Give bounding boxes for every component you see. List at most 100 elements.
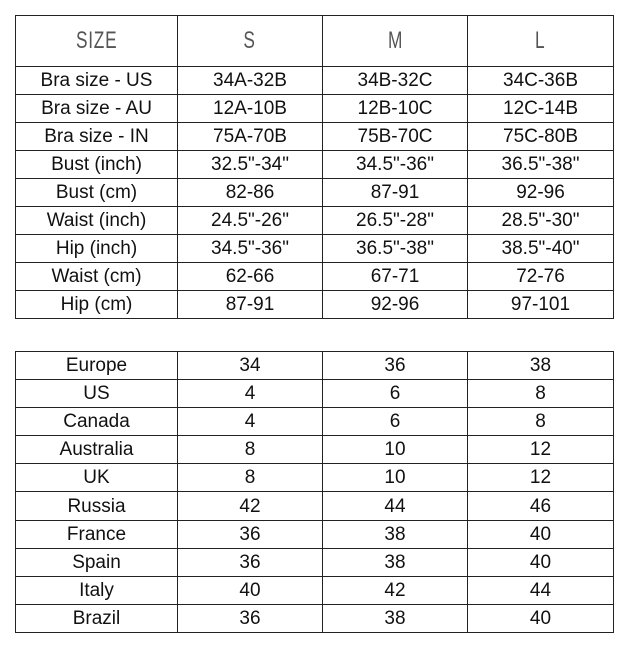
- table-row: Bra size - IN 75A-70B 75B-70C 75C-80B: [15, 122, 614, 151]
- region-label: France: [15, 519, 178, 549]
- row-label: Bra size - AU: [15, 94, 178, 123]
- table-cell: 40: [467, 603, 614, 633]
- table-cell: 12C-14B: [467, 94, 614, 123]
- header-cell: L: [467, 15, 614, 67]
- international-size-conversion-table: Europe 34 36 38 US 4 6 8 Canada 4 6 8 Australia 8 10 12…: [15, 350, 614, 633]
- row-label: Waist (inch): [15, 206, 178, 235]
- table-cell: 8: [467, 407, 614, 437]
- table-cell: 38: [322, 603, 468, 633]
- table-cell: 34.5"-36": [322, 150, 468, 179]
- table-cell: 12A-10B: [177, 94, 323, 123]
- table-cell: 32.5"-34": [177, 150, 323, 179]
- table-cell: 10: [322, 435, 468, 465]
- header-cell: SIZE: [15, 15, 178, 67]
- table-cell: 34B-32C: [322, 66, 468, 95]
- table-cell: 75B-70C: [322, 122, 468, 151]
- row-label: Bra size - IN: [15, 122, 178, 151]
- table-cell: 8: [467, 379, 614, 409]
- table-row: Waist (inch) 24.5"-26" 26.5"-28" 28.5"-30": [15, 206, 614, 235]
- table-cell: 36.5"-38": [467, 150, 614, 179]
- table-cell: 38: [467, 350, 614, 381]
- table-cell: 46: [467, 491, 614, 521]
- header-cell: M: [322, 15, 468, 67]
- table-cell: 62-66: [177, 262, 323, 291]
- table-cell: 38.5"-40": [467, 234, 614, 263]
- table-cell: 34: [177, 350, 323, 381]
- row-label: Bust (inch): [15, 150, 178, 179]
- region-label: Russia: [15, 491, 178, 521]
- region-label: US: [15, 379, 178, 409]
- table-cell: 36.5"-38": [322, 234, 468, 263]
- table-cell: 92-96: [322, 290, 468, 319]
- table-cell: 26.5"-28": [322, 206, 468, 235]
- table-cell: 4: [177, 379, 323, 409]
- table-cell: 67-71: [322, 262, 468, 291]
- table-cell: 42: [177, 491, 323, 521]
- table-cell: 36: [177, 519, 323, 549]
- table-cell: 42: [322, 575, 468, 605]
- table-cell: 72-76: [467, 262, 614, 291]
- header-label: L: [535, 27, 546, 54]
- table-row: Hip (cm) 87-91 92-96 97-101: [15, 290, 614, 319]
- table-cell: 40: [177, 575, 323, 605]
- region-label: Spain: [15, 547, 178, 577]
- region-label: Italy: [15, 575, 178, 605]
- table-row: Waist (cm) 62-66 67-71 72-76: [15, 262, 614, 291]
- table-cell: 8: [177, 463, 323, 493]
- table-cell: 6: [322, 379, 468, 409]
- row-label: Waist (cm): [15, 262, 178, 291]
- table-cell: 10: [322, 463, 468, 493]
- table-row: Europe 34 36 38: [15, 350, 614, 381]
- header-row: SIZE S M L: [15, 15, 614, 67]
- table-cell: 36: [322, 350, 468, 381]
- table-cell: 12B-10C: [322, 94, 468, 123]
- row-label: Bra size - US: [15, 66, 178, 95]
- table-row: Canada 4 6 8: [15, 407, 614, 437]
- table-row: Australia 8 10 12: [15, 435, 614, 465]
- region-label: Canada: [15, 407, 178, 437]
- header-label: SIZE: [75, 27, 118, 54]
- region-label: Brazil: [15, 603, 178, 633]
- table-cell: 28.5"-30": [467, 206, 614, 235]
- table-cell: 75C-80B: [467, 122, 614, 151]
- table-cell: 4: [177, 407, 323, 437]
- table-row: France 36 38 40: [15, 519, 614, 549]
- table-cell: 82-86: [177, 178, 323, 207]
- table-cell: 38: [322, 547, 468, 577]
- table-cell: 6: [322, 407, 468, 437]
- table-cell: 97-101: [467, 290, 614, 319]
- table-row: Spain 36 38 40: [15, 547, 614, 577]
- region-label: UK: [15, 463, 178, 493]
- row-label: Hip (cm): [15, 290, 178, 319]
- table-row: Bra size - AU 12A-10B 12B-10C 12C-14B: [15, 94, 614, 123]
- table-row: Bust (cm) 82-86 87-91 92-96: [15, 178, 614, 207]
- table-cell: 34.5"-36": [177, 234, 323, 263]
- table-cell: 24.5"-26": [177, 206, 323, 235]
- header-label: S: [243, 27, 257, 54]
- table-cell: 87-91: [322, 178, 468, 207]
- table-cell: 12: [467, 435, 614, 465]
- table-row: Italy 40 42 44: [15, 575, 614, 605]
- table-cell: 34A-32B: [177, 66, 323, 95]
- table-row: Hip (inch) 34.5"-36" 36.5"-38" 38.5"-40": [15, 234, 614, 263]
- table-cell: 44: [467, 575, 614, 605]
- table-cell: 44: [322, 491, 468, 521]
- table-row: UK 8 10 12: [15, 463, 614, 493]
- table-row: Bust (inch) 32.5"-34" 34.5"-36" 36.5"-38": [15, 150, 614, 179]
- row-label: Hip (inch): [15, 234, 178, 263]
- region-label: Europe: [15, 350, 178, 381]
- row-label: Bust (cm): [15, 178, 178, 207]
- table-cell: 40: [467, 519, 614, 549]
- table-cell: 34C-36B: [467, 66, 614, 95]
- table-row: Brazil 36 38 40: [15, 603, 614, 633]
- table-row: Russia 42 44 46: [15, 491, 614, 521]
- table-cell: 36: [177, 603, 323, 633]
- header-cell: S: [177, 15, 323, 67]
- table-row: US 4 6 8: [15, 379, 614, 409]
- table-cell: 92-96: [467, 178, 614, 207]
- table-cell: 8: [177, 435, 323, 465]
- region-label: Australia: [15, 435, 178, 465]
- table-cell: 87-91: [177, 290, 323, 319]
- table-cell: 40: [467, 547, 614, 577]
- measurement-size-table: SIZE S M L Bra size - US 34A-32B 34B-32C 34C-36…: [15, 15, 614, 319]
